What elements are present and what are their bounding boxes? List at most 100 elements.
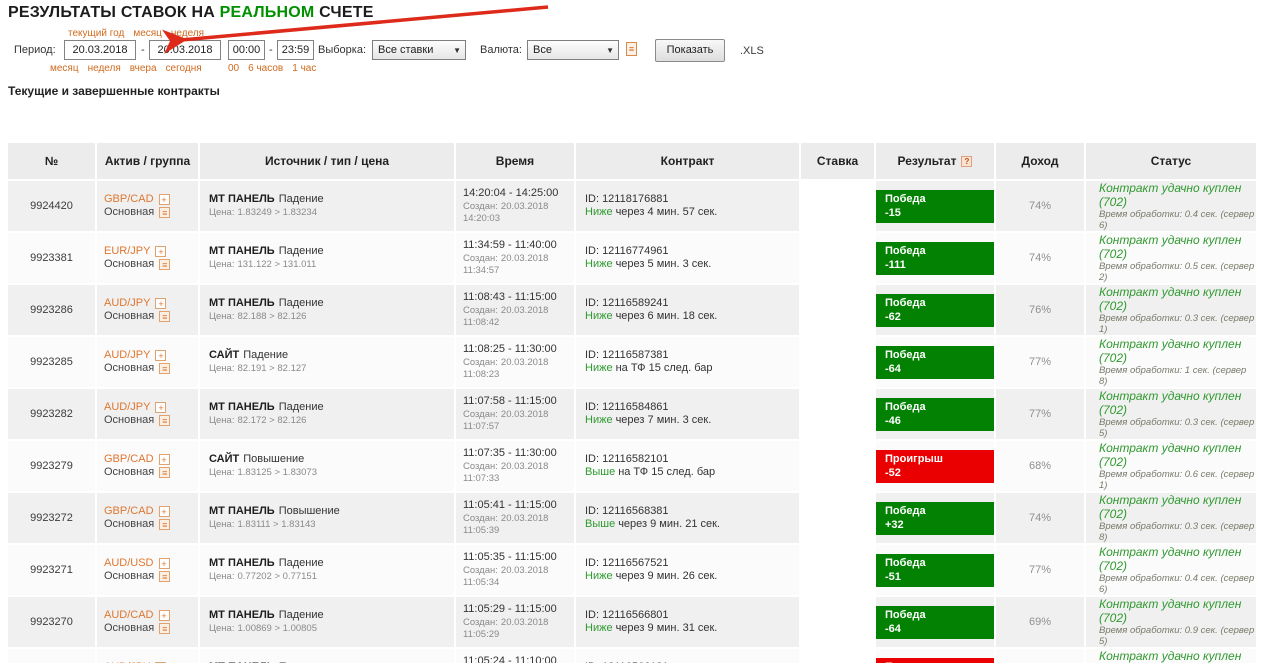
group-list-icon[interactable]: ≡ bbox=[159, 207, 171, 218]
link-month[interactable]: месяц bbox=[50, 63, 79, 74]
time-cell: 11:05:35 - 11:15:00 Создан: 20.03.2018 11… bbox=[455, 544, 576, 597]
link-6-hours[interactable]: 6 часов bbox=[248, 63, 284, 74]
expand-plus-icon[interactable]: + bbox=[158, 506, 170, 517]
bet-type: Повышение bbox=[243, 453, 305, 465]
xls-export-link[interactable]: .XLS bbox=[740, 45, 764, 57]
result-value: -111 bbox=[885, 259, 906, 271]
direction-label: Ниже bbox=[585, 206, 613, 218]
bet-number: 9923381 bbox=[8, 232, 97, 285]
asset-link[interactable]: AUD/USD bbox=[104, 557, 154, 569]
income-cell: 77% bbox=[995, 544, 1086, 597]
result-cell: Победа -46 bbox=[875, 388, 996, 441]
source-name: МТ ПАНЕЛЬ bbox=[209, 609, 275, 621]
expand-plus-icon[interactable]: + bbox=[158, 454, 170, 465]
group-list-icon[interactable]: ≡ bbox=[159, 519, 171, 530]
result-label: Победа bbox=[885, 297, 926, 309]
expand-plus-icon[interactable]: + bbox=[155, 246, 167, 257]
group-list-icon[interactable]: ≡ bbox=[159, 259, 171, 270]
time-cell: 11:08:43 - 11:15:00 Создан: 20.03.2018 11… bbox=[455, 284, 576, 337]
expand-plus-icon[interactable]: + bbox=[158, 194, 170, 205]
bet-type: Падение bbox=[278, 401, 324, 413]
bet-type: Падение bbox=[278, 193, 324, 205]
result-cell: Проигрыш -52 bbox=[875, 440, 996, 493]
source-name: МТ ПАНЕЛЬ bbox=[209, 245, 275, 257]
link-yesterday[interactable]: вчера bbox=[129, 63, 157, 74]
link-week[interactable]: неделя bbox=[87, 63, 121, 74]
group-list-icon[interactable]: ≡ bbox=[159, 311, 171, 322]
direction-label: Ниже bbox=[585, 414, 613, 426]
expand-plus-icon[interactable]: + bbox=[158, 558, 170, 569]
asset-link[interactable]: AUD/JPY bbox=[104, 349, 151, 361]
bet-type: Падение bbox=[279, 661, 324, 663]
id-label: ID: bbox=[585, 661, 599, 663]
time-to-input[interactable] bbox=[277, 40, 314, 60]
group-list-icon[interactable]: ≡ bbox=[159, 415, 171, 426]
asset-link[interactable]: EUR/JPY bbox=[104, 245, 151, 257]
expand-plus-icon[interactable]: + bbox=[155, 402, 167, 413]
status-cell: Контракт удачно куплен (702) Время обраб… bbox=[1085, 544, 1256, 597]
group-label: Основная bbox=[104, 518, 155, 530]
asset-link[interactable]: AUD/JPY bbox=[104, 401, 151, 413]
income-cell: 76% bbox=[995, 284, 1086, 337]
expand-plus-icon[interactable]: + bbox=[155, 350, 167, 361]
show-button[interactable]: Показать bbox=[655, 39, 725, 62]
link-current-year[interactable]: текущий год bbox=[68, 28, 125, 39]
group-list-icon[interactable]: ≡ bbox=[159, 623, 171, 634]
table-row: 9923271 AUD/USD + Основная ≡ МТ ПАНЕЛЬ Паде… bbox=[8, 544, 1256, 597]
currency-select[interactable]: Все ▼ bbox=[527, 40, 619, 60]
expand-plus-icon[interactable]: + bbox=[155, 298, 167, 309]
direction-label: Ниже bbox=[585, 570, 613, 582]
result-cell: Победа -64 bbox=[875, 336, 996, 389]
link-1-hour[interactable]: 1 час bbox=[292, 63, 317, 74]
group-label: Основная bbox=[104, 570, 155, 582]
result-badge: Победа -46 bbox=[876, 397, 994, 431]
currency-list-icon[interactable]: ≡ bbox=[626, 42, 637, 56]
asset-link[interactable]: GBP/CAD bbox=[104, 193, 154, 205]
condition-text: через 9 мин. 26 сек. bbox=[615, 570, 718, 582]
source-name: МТ ПАНЕЛЬ bbox=[209, 297, 275, 309]
col-header-result: Результат? bbox=[875, 143, 996, 181]
result-badge: Победа -15 bbox=[876, 189, 994, 223]
price-label: Цена: bbox=[209, 259, 235, 270]
asset-link[interactable]: GBP/CAD bbox=[104, 505, 154, 517]
asset-cell: GBP/CAD + Основная ≡ bbox=[96, 492, 200, 545]
time-from-input[interactable] bbox=[228, 40, 265, 60]
status-cell: Контракт удачно куплен (702) Время обраб… bbox=[1085, 232, 1256, 285]
processing-text: Время обработки: 0.3 сек. (сервер 8) bbox=[1099, 521, 1255, 543]
group-list-icon[interactable]: ≡ bbox=[159, 571, 171, 582]
asset-cell: EUR/JPY + Основная ≡ bbox=[96, 232, 200, 285]
status-cell: Контракт удачно куплен (702) Время обраб… bbox=[1085, 388, 1256, 441]
created-timestamp: 20.03.2018 11:05:39 bbox=[463, 513, 549, 536]
price-label: Цена: bbox=[209, 623, 235, 634]
source-name: МТ ПАНЕЛЬ bbox=[209, 661, 275, 663]
asset-link[interactable]: AUD/JPY bbox=[104, 661, 150, 663]
bet-type: Падение bbox=[278, 245, 324, 257]
link-week-top[interactable]: неделя bbox=[170, 28, 205, 39]
time-cell: 11:07:35 - 11:30:00 Создан: 20.03.2018 11… bbox=[455, 440, 576, 493]
group-list-icon[interactable]: ≡ bbox=[159, 363, 171, 374]
sample-select[interactable]: Все ставки ▼ bbox=[372, 40, 466, 60]
asset-link[interactable]: AUD/CAD bbox=[104, 609, 154, 621]
expand-plus-icon[interactable]: + bbox=[158, 610, 170, 621]
result-value: +32 bbox=[885, 519, 904, 531]
link-today[interactable]: сегодня bbox=[165, 63, 202, 74]
status-text: Контракт удачно куплен (702) bbox=[1099, 181, 1242, 209]
price-change: 1.83125 > 1.83073 bbox=[237, 467, 317, 478]
asset-link[interactable]: AUD/JPY bbox=[104, 297, 151, 309]
processing-text: Время обработки: 0.4 сек. (сервер 6) bbox=[1099, 209, 1255, 231]
group-list-icon[interactable]: ≡ bbox=[159, 467, 171, 478]
link-00[interactable]: 00 bbox=[228, 63, 240, 74]
created-label: Создан: bbox=[463, 461, 498, 472]
result-help-icon[interactable]: ? bbox=[961, 156, 973, 167]
result-value: -62 bbox=[885, 311, 901, 323]
created-label: Создан: bbox=[463, 201, 498, 212]
asset-link[interactable]: GBP/CAD bbox=[104, 453, 154, 465]
status-text: Контракт удачно куплен (702) bbox=[1099, 649, 1242, 663]
price-change: 82.188 > 82.126 bbox=[237, 311, 307, 322]
date-from-input[interactable] bbox=[64, 40, 136, 60]
date-to-input[interactable] bbox=[149, 40, 221, 60]
group-label: Основная bbox=[104, 362, 155, 374]
stake-cell bbox=[800, 440, 876, 493]
link-month-top[interactable]: месяц bbox=[133, 28, 162, 39]
time-cell: 11:08:25 - 11:30:00 Создан: 20.03.2018 11… bbox=[455, 336, 576, 389]
